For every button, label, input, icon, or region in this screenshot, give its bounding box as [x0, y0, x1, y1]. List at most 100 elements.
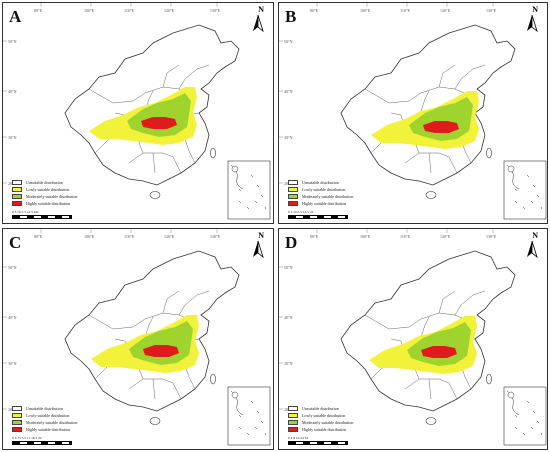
longitude-label: 110°E [400, 234, 410, 239]
hainan-island [149, 417, 161, 425]
longitude-label: 130°E [486, 234, 497, 239]
suitability-zones [369, 316, 477, 374]
taiwan-island [210, 147, 216, 159]
longitude-label: 100°E [360, 8, 371, 13]
scale-bar: 0 3 70.5 5 14 5 km [12, 210, 72, 219]
south-china-sea-inset [503, 386, 547, 446]
longitude-label: 100°E [84, 8, 95, 13]
legend: Unsuitable distribution Lowly suitable d… [288, 179, 353, 207]
suitability-zones [371, 91, 479, 149]
latitude-label: 50°N [284, 265, 293, 270]
north-label: N [532, 5, 538, 14]
longitude-label: 130°E [210, 8, 221, 13]
taiwan-island [486, 373, 492, 385]
panel-letter: C [9, 233, 22, 252]
latitude-label: 40°N [8, 315, 17, 320]
longitude-label: 100°E [84, 234, 95, 239]
latitude-label: 50°N [284, 39, 293, 44]
suitability-zones [91, 315, 199, 373]
latitude-label: 40°N [8, 89, 17, 94]
longitude-label: 110°E [124, 8, 134, 13]
latitude-label: 40°N [284, 89, 293, 94]
scale-bar: 0 4 8 16 24 32 [288, 436, 348, 445]
legend: Unsuitable distribution Lowly suitable d… [288, 405, 353, 433]
longitude-label: 110°E [400, 8, 410, 13]
north-arrow-icon [527, 240, 538, 259]
legend-item: Unsuitable distribution [288, 405, 353, 412]
north-label: N [258, 231, 264, 240]
longitude-label: 130°E [486, 8, 497, 13]
scale-label: 0 4 8 16 24 32 [288, 436, 309, 440]
legend-item: Highly suitable distribution [288, 426, 353, 433]
legend-item: Lowly suitable distribution [288, 412, 353, 419]
latitude-label: 30°N [284, 361, 293, 366]
china-outline [64, 250, 240, 412]
legend-item: Lowly suitable distribution [12, 186, 77, 193]
longitude-label: 130°E [210, 234, 221, 239]
longitude-label: 120°E [164, 234, 175, 239]
north-label: N [532, 231, 538, 240]
longitude-label: 100°E [360, 234, 371, 239]
scale-label: 0 3 70.5 5 14 5 km [12, 210, 39, 214]
scale-label: 0 2.75 5.5 11 16.5 22 [12, 436, 42, 440]
longitude-label: 80°E [34, 234, 43, 239]
longitude-label: 110°E [124, 234, 134, 239]
suitability-zones [89, 87, 197, 145]
highly-suitable-zone [143, 345, 179, 357]
legend-item: Unsuitable distribution [12, 179, 77, 186]
south-china-sea-inset [503, 160, 547, 220]
scale-bar: 0 2 70.5 5 14 5 22 [288, 210, 348, 219]
legend-item: Highly suitable distribution [12, 426, 77, 433]
china-map [3, 3, 271, 220]
north-arrow-icon [253, 14, 264, 33]
latitude-label: 40°N [284, 315, 293, 320]
latitude-label: 30°N [284, 135, 293, 140]
highly-suitable-zone [141, 117, 177, 129]
legend-item: Highly suitable distribution [12, 200, 77, 207]
legend-item: Lowly suitable distribution [12, 412, 77, 419]
china-map [279, 3, 547, 220]
scale-label: 0 2 70.5 5 14 5 22 [288, 210, 314, 214]
legend-item: Unsuitable distribution [288, 179, 353, 186]
legend: Unsuitable distribution Lowly suitable d… [12, 405, 77, 433]
china-map [3, 229, 271, 446]
legend-item: Moderately suitable distribution [288, 193, 353, 200]
legend-item: Moderately suitable distribution [288, 419, 353, 426]
hainan-island [425, 417, 437, 425]
panel-letter: D [285, 233, 298, 252]
map-panel-c: C N 80°E 100°E 110°E 120°E 130°E 50°N 40… [2, 228, 274, 450]
south-china-sea-inset [227, 386, 271, 446]
latitude-label: 50°N [8, 265, 17, 270]
map-panel-b: B N 80°E 100°E 110°E 120°E 130°E 50°N 40… [278, 2, 548, 224]
longitude-label: 80°E [310, 8, 319, 13]
south-china-sea-inset [227, 160, 271, 220]
taiwan-island [486, 147, 492, 159]
scale-bar: 0 2.75 5.5 11 16.5 22 [12, 436, 72, 445]
highly-suitable-zone [423, 121, 459, 133]
latitude-label: 30°N [8, 361, 17, 366]
china-outline [340, 250, 516, 412]
legend: Unsuitable distribution Lowly suitable d… [12, 179, 77, 207]
north-label: N [258, 5, 264, 14]
legend-item: Unsuitable distribution [12, 405, 77, 412]
longitude-label: 80°E [34, 8, 43, 13]
legend-item: Moderately suitable distribution [12, 419, 77, 426]
longitude-label: 120°E [440, 234, 451, 239]
north-arrow-icon [253, 240, 264, 259]
hainan-island [149, 191, 161, 199]
north-arrow-icon [527, 14, 538, 33]
longitude-label: 120°E [440, 8, 451, 13]
panel-letter: B [285, 7, 297, 26]
latitude-label: 30°N [8, 135, 17, 140]
legend-item: Lowly suitable distribution [288, 186, 353, 193]
taiwan-island [210, 373, 216, 385]
legend-item: Moderately suitable distribution [12, 193, 77, 200]
map-panel-a: A N 80°E 100°E 110°E 120°E 130°E 50°N 40… [2, 2, 274, 224]
hainan-island [425, 191, 437, 199]
map-panel-d: D N 80°E 100°E 110°E 120°E 130°E 50°N 40… [278, 228, 548, 450]
longitude-label: 80°E [310, 234, 319, 239]
china-map [279, 229, 547, 446]
panel-letter: A [9, 7, 22, 26]
latitude-label: 50°N [8, 39, 17, 44]
longitude-label: 120°E [164, 8, 175, 13]
